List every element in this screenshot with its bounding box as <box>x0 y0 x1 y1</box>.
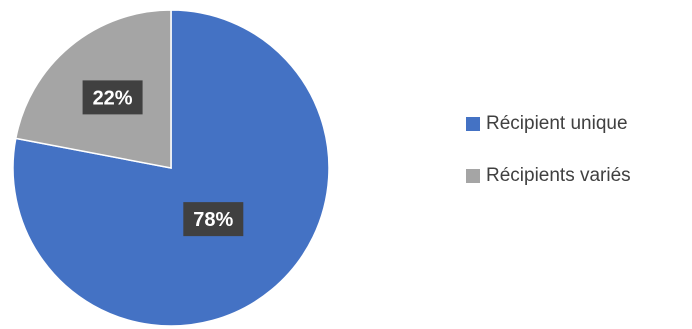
pie-data-labels: 78% 22% <box>82 80 244 237</box>
legend-swatch-recipient-unique <box>466 117 480 131</box>
data-label-box-recipient-unique <box>183 202 244 237</box>
legend-label-recipients-varies: Récipients variés <box>486 165 631 186</box>
legend-item-recipients-varies[interactable]: Récipients variés <box>466 161 631 191</box>
legend-swatch-recipients-varies <box>466 169 480 183</box>
legend: Récipient unique Récipients variés <box>466 109 631 213</box>
legend-item-recipient-unique[interactable]: Récipient unique <box>466 109 631 139</box>
legend-label-recipient-unique: Récipient unique <box>486 113 628 134</box>
data-label-recipient-unique: 78% <box>193 209 233 231</box>
data-label-box-recipients-varies <box>82 80 143 115</box>
pie-slice-recipient-unique[interactable] <box>12 9 330 327</box>
pie-slices <box>12 9 330 327</box>
data-label-recipients-varies: 22% <box>93 87 133 109</box>
